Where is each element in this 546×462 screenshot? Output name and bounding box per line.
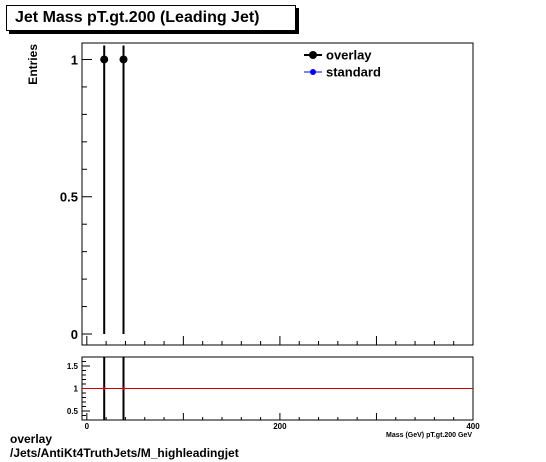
legend-standard-marker <box>310 69 316 75</box>
main-plot-frame <box>81 42 474 346</box>
x-tick-label: 400 <box>466 422 480 431</box>
legend-overlay-marker <box>309 51 317 59</box>
overlay-data-point <box>100 55 109 64</box>
x-axis-label: Mass (GeV) pT.gt.200 GeV <box>386 432 472 439</box>
ratio-data-point <box>102 387 106 390</box>
ratio-y-tick-label: 1.5 <box>67 362 79 371</box>
y-tick-label: 0 <box>71 327 78 342</box>
footer-histogram-path: /Jets/AntiKt4TruthJets/M_highleadingjet <box>10 446 239 460</box>
ratio-axes: 0.5 1 1.5 0 200 400 <box>67 361 480 431</box>
ratio-marks <box>82 357 473 420</box>
y-tick-label: 0.5 <box>60 190 78 205</box>
y-tick-label: 1 <box>71 52 78 67</box>
overlay-data-point <box>119 55 128 64</box>
legend-overlay-label: overlay <box>326 48 372 63</box>
ratio-y-tick-label: 1 <box>74 385 79 394</box>
y-axis-label: Entries <box>26 44 40 85</box>
main-marks <box>100 45 128 335</box>
legend-standard-label: standard <box>326 65 381 80</box>
x-tick-label: 200 <box>273 422 287 431</box>
x-tick-label: 0 <box>85 422 90 431</box>
ratio-y-tick-label: 0.5 <box>67 407 79 416</box>
footer-overlay-label: overlay <box>10 432 53 446</box>
chart-title-box: Jet Mass pT.gt.200 (Leading Jet) <box>6 5 296 31</box>
legend: overlay standard <box>304 48 381 80</box>
chart-title: Jet Mass pT.gt.200 (Leading Jet) <box>15 9 260 26</box>
main-axes: 00.51 <box>60 52 474 345</box>
ratio-data-point <box>122 387 126 390</box>
